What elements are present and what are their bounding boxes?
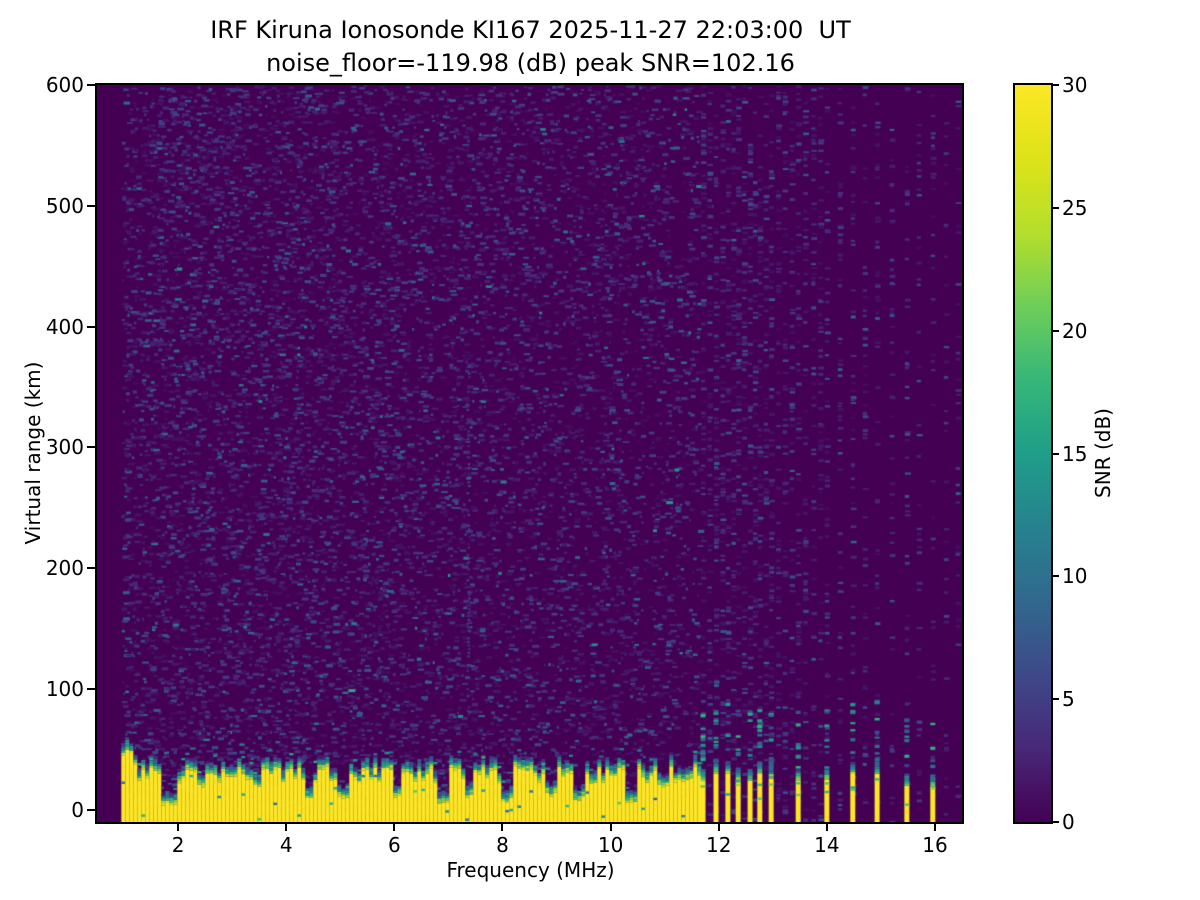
x-tick-label: 2 (171, 833, 185, 857)
x-tick-mark (501, 824, 504, 831)
x-tick-label: 4 (279, 833, 293, 857)
y-tick-mark (87, 567, 95, 570)
plot-title: IRF Kiruna Ionosonde KI167 2025-11-27 22… (210, 16, 851, 44)
colorbar-tick-label: 0 (1062, 810, 1075, 834)
colorbar-gradient (1015, 85, 1051, 822)
x-tick-mark (177, 824, 180, 831)
x-tick-label: 6 (387, 833, 401, 857)
x-tick-mark (717, 824, 720, 831)
y-tick-mark (87, 325, 95, 328)
colorbar-tick-mark (1053, 206, 1059, 209)
y-tick-mark (87, 84, 95, 86)
x-tick-mark (825, 824, 828, 831)
colorbar-tick-label: 10 (1062, 564, 1088, 589)
x-tick-mark (933, 824, 936, 831)
colorbar-tick-label: 25 (1062, 195, 1088, 220)
colorbar-tick-label: 30 (1062, 73, 1088, 97)
colorbar-tick-mark (1053, 452, 1059, 455)
colorbar (1013, 83, 1053, 824)
y-tick-label: 0 (71, 797, 84, 822)
x-tick-label: 8 (496, 833, 509, 857)
x-tick-label: 12 (705, 833, 732, 857)
colorbar-tick-label: 20 (1062, 318, 1088, 343)
ionogram-heatmap-canvas (97, 85, 962, 822)
y-tick-label: 500 (45, 193, 84, 218)
y-tick-mark (87, 204, 95, 207)
y-tick-label: 300 (45, 435, 84, 460)
y-tick-label: 100 (45, 677, 84, 702)
plot-area (95, 83, 964, 824)
colorbar-tick-label: 15 (1062, 441, 1088, 466)
colorbar-tick-mark (1053, 821, 1059, 823)
y-tick-mark (87, 446, 95, 449)
colorbar-tick-mark (1053, 329, 1059, 332)
y-tick-label: 200 (45, 556, 84, 581)
x-tick-mark (285, 824, 288, 831)
colorbar-tick-mark (1053, 698, 1059, 701)
colorbar-tick-label: 5 (1062, 687, 1075, 712)
y-tick-label: 600 (45, 73, 84, 97)
y-tick-label: 400 (45, 314, 84, 339)
x-tick-label: 14 (814, 833, 840, 857)
colorbar-tick-mark (1053, 575, 1059, 578)
x-axis-label: Frequency (MHz) (446, 858, 615, 882)
colorbar-tick-mark (1053, 84, 1059, 86)
x-tick-label: 10 (597, 833, 624, 857)
x-tick-label: 16 (922, 833, 948, 857)
plot-subtitle: noise_floor=-119.98 (dB) peak SNR=102.16 (266, 49, 795, 77)
y-tick-mark (87, 808, 95, 811)
x-tick-mark (609, 824, 612, 831)
colorbar-label: SNR (dB) (1091, 408, 1115, 498)
y-tick-mark (87, 688, 95, 691)
x-tick-mark (393, 824, 396, 831)
